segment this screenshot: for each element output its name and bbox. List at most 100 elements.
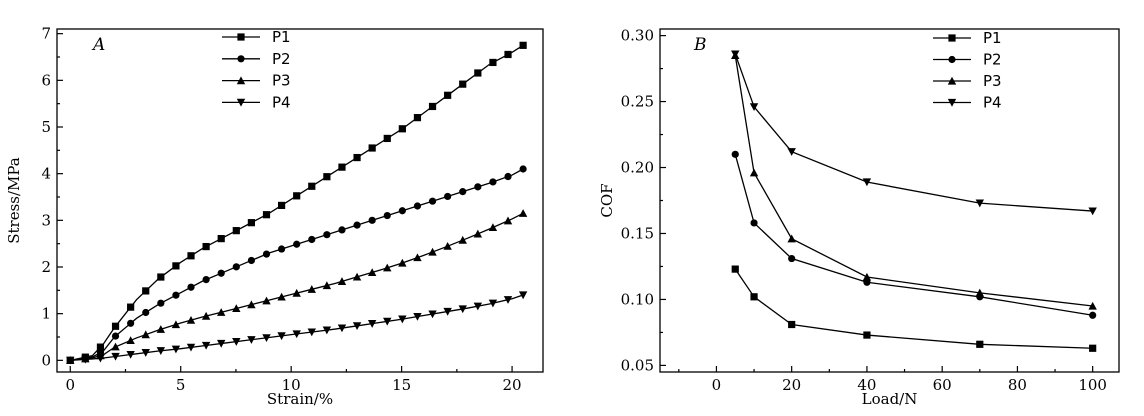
data-point <box>383 317 392 326</box>
y-tick-label: 0.15 <box>621 224 654 242</box>
legend-entry-p1: P1 <box>933 29 1002 47</box>
data-point <box>749 168 759 177</box>
data-point <box>141 330 150 339</box>
plot-frame <box>659 28 1120 373</box>
legend-entry-p2: P2 <box>933 51 1002 69</box>
y-tick-label: 1 <box>41 305 51 323</box>
legend-marker <box>947 76 957 85</box>
series-p4 <box>66 291 528 365</box>
data-point <box>750 293 758 301</box>
data-point <box>459 80 467 88</box>
data-point <box>1088 207 1097 216</box>
legend-label: P1 <box>983 29 1002 47</box>
legend-label: P1 <box>272 28 291 46</box>
data-point <box>293 192 301 200</box>
data-point <box>337 277 347 285</box>
legend-label: P2 <box>983 51 1002 69</box>
data-point <box>156 347 166 355</box>
data-point <box>277 292 286 301</box>
x-tick-label: 15 <box>392 376 411 394</box>
data-point <box>458 305 467 314</box>
data-point <box>96 343 105 351</box>
data-point <box>413 312 422 321</box>
data-point <box>862 272 872 281</box>
data-point <box>126 336 135 345</box>
legend-label: P2 <box>272 50 291 68</box>
data-point <box>413 202 422 210</box>
data-point <box>1089 311 1097 319</box>
y-tick-label: 0.25 <box>621 93 654 111</box>
data-point <box>232 227 240 235</box>
y-tick-label: 7 <box>41 25 51 43</box>
data-point <box>398 315 407 324</box>
legend-marker <box>947 98 957 107</box>
data-point <box>202 276 210 284</box>
data-point <box>247 256 255 265</box>
data-point <box>444 192 452 201</box>
y-tick-label: 0 <box>41 351 51 369</box>
data-point <box>247 300 256 309</box>
series-line-p3 <box>70 212 524 361</box>
data-point <box>171 320 181 329</box>
data-point <box>458 235 467 244</box>
data-point <box>262 334 271 342</box>
data-point <box>202 242 210 251</box>
plot-frame <box>56 28 544 373</box>
data-point <box>383 134 391 143</box>
chart-panel-a: 0 5 10 15 20 0 1 2 3 4 5 6 7 Strain/% Stress/MPa A P1 P2 P… <box>5 25 544 408</box>
data-point <box>518 291 528 300</box>
series-p2 <box>731 150 1097 319</box>
data-point <box>111 322 120 330</box>
legend-marker <box>948 55 956 64</box>
data-point <box>232 263 240 271</box>
data-point <box>383 263 392 272</box>
data-point <box>186 343 196 352</box>
data-point <box>338 226 346 234</box>
legend-label: P3 <box>983 72 1002 90</box>
data-point <box>308 235 316 244</box>
data-point <box>862 178 872 187</box>
data-point <box>413 253 422 262</box>
data-point <box>443 307 452 316</box>
legend-label: P4 <box>272 93 291 111</box>
data-point <box>172 291 180 299</box>
data-point <box>353 153 361 162</box>
data-point <box>474 183 482 191</box>
data-point <box>262 250 271 258</box>
data-point <box>142 287 150 295</box>
data-point <box>398 125 406 133</box>
data-point <box>142 308 150 317</box>
x-axis-label: Load/N <box>862 390 918 408</box>
data-point <box>187 283 195 291</box>
y-tick-label: 3 <box>41 211 51 229</box>
data-point <box>788 254 796 263</box>
data-point <box>186 315 196 324</box>
data-point <box>488 223 498 232</box>
data-point <box>217 235 225 243</box>
data-point <box>127 303 135 311</box>
data-point <box>352 322 362 331</box>
legend-entry-p4: P4 <box>222 93 291 111</box>
data-point <box>307 328 316 337</box>
data-point <box>489 178 497 186</box>
legend-entry-p1: P1 <box>222 28 291 46</box>
data-point <box>413 114 422 122</box>
data-point <box>247 219 255 227</box>
series-line-p3 <box>734 55 1093 307</box>
data-point <box>262 211 271 219</box>
chart-panel-b: 0 20 40 60 80 100 0.05 0.10 0.15 0.20 0.25 0.30 Load… <box>598 27 1120 408</box>
data-point <box>127 319 135 327</box>
legend-entry-p3: P3 <box>222 72 291 90</box>
legend-marker <box>236 76 246 85</box>
legend-entry-p3: P3 <box>933 72 1002 90</box>
data-point <box>1088 301 1097 310</box>
data-point <box>307 285 316 293</box>
series-p3 <box>731 51 1097 310</box>
data-point <box>749 103 759 112</box>
series-line-p1 <box>70 44 524 361</box>
data-point <box>187 252 195 260</box>
data-point <box>368 216 376 224</box>
data-point <box>323 173 331 181</box>
legend-entry-p4: P4 <box>933 94 1002 112</box>
